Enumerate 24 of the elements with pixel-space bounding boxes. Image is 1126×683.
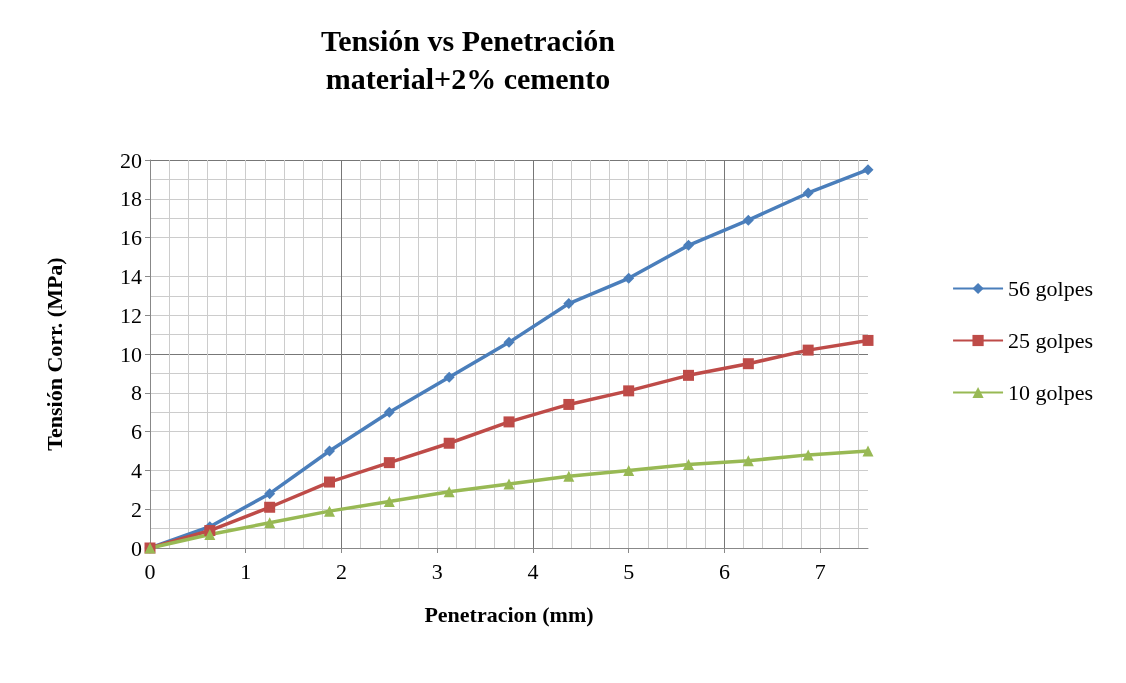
x-tick-label: 5 <box>623 558 635 584</box>
y-tick-label: 10 <box>120 341 142 367</box>
legend-label: 25 golpes <box>1008 328 1094 353</box>
x-tick-label: 3 <box>431 558 443 584</box>
y-tick-label: 20 <box>120 147 142 173</box>
y-axis-title: Tensión Corr. (MPa) <box>41 257 67 451</box>
y-tick-label: 18 <box>120 186 142 212</box>
x-tick-label: 2 <box>335 558 347 584</box>
y-tick-label: 14 <box>120 263 142 289</box>
x-axis-title: Penetracion (mm) <box>424 601 594 627</box>
y-tick-label: 8 <box>131 380 142 406</box>
y-tick-label: 6 <box>131 419 142 445</box>
x-tick-label: 7 <box>814 558 826 584</box>
x-tick-label: 6 <box>718 558 730 584</box>
chart-title: Tensión vs Penetración material+2% cemento <box>321 23 616 95</box>
y-tick-label: 0 <box>131 535 142 561</box>
legend-label: 10 golpes <box>1008 380 1094 405</box>
y-tick-label: 2 <box>131 496 142 522</box>
y-tick-label: 16 <box>120 225 142 251</box>
x-tick-label: 4 <box>527 558 539 584</box>
y-tick-label: 12 <box>120 302 142 328</box>
y-tick-label: 4 <box>131 457 142 483</box>
x-tick-label: 1 <box>240 558 252 584</box>
legend-label: 56 golpes <box>1008 276 1094 301</box>
